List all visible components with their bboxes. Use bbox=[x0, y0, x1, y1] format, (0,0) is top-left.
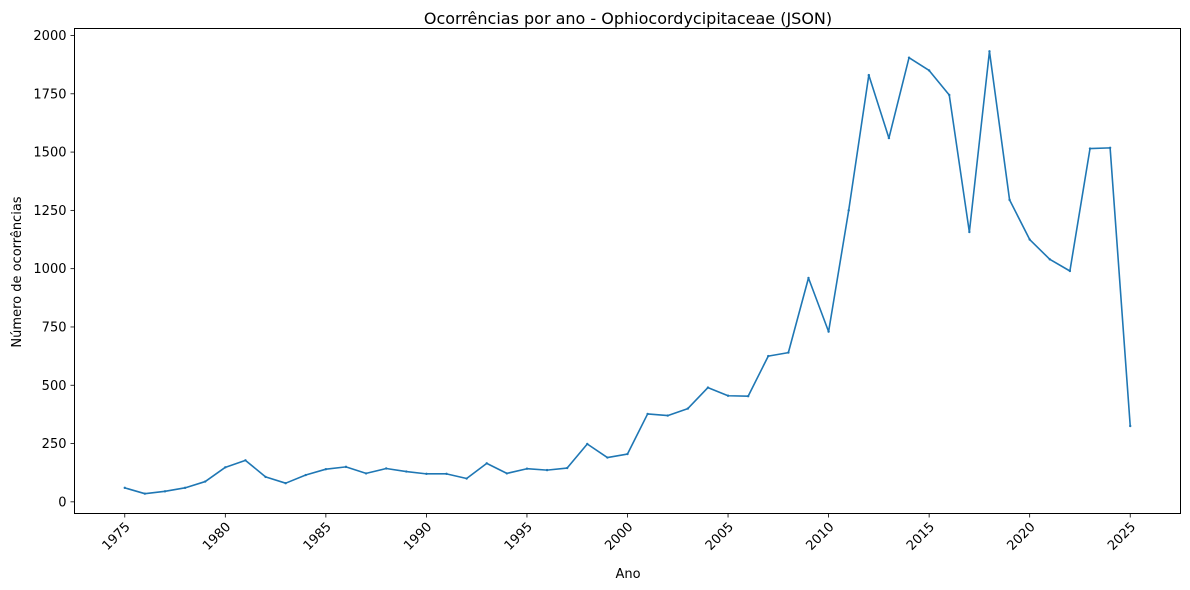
data-point-1986 bbox=[344, 465, 348, 469]
x-tick-label: 2010 bbox=[803, 520, 837, 554]
y-tick-label: 1750 bbox=[33, 87, 66, 102]
x-tick-label: 1980 bbox=[200, 520, 234, 554]
x-tick-label: 2015 bbox=[904, 520, 938, 554]
data-point-1975 bbox=[123, 486, 126, 490]
x-tick-label: 1990 bbox=[401, 520, 435, 554]
data-point-2015 bbox=[927, 69, 931, 72]
y-tick-label: 750 bbox=[42, 320, 67, 335]
x-axis: 1975 1980 1985 1990 1995 2000 2005 2010 2015 2020… bbox=[100, 513, 1139, 554]
x-tick-label: 2025 bbox=[1105, 520, 1139, 554]
y-tick-label: 1250 bbox=[33, 204, 66, 219]
data-point-1997 bbox=[565, 466, 569, 470]
data-point-1992 bbox=[465, 477, 468, 480]
data-point-2003 bbox=[686, 407, 690, 410]
y-axis: 0 250 500 750 1000 1250 1500 1750 2000 bbox=[33, 29, 75, 510]
data-point-2008 bbox=[787, 351, 790, 354]
data-point-2013 bbox=[887, 136, 891, 140]
y-tick-label: 2000 bbox=[33, 29, 66, 44]
data-point-2020 bbox=[1028, 238, 1031, 241]
data-point-1978 bbox=[183, 486, 187, 490]
x-tick-label: 1975 bbox=[100, 520, 134, 554]
x-tick-label: 1985 bbox=[301, 520, 335, 554]
data-point-1988 bbox=[384, 467, 388, 470]
data-point-1991 bbox=[445, 472, 448, 476]
plot-frame bbox=[74, 28, 1181, 514]
data-point-1998 bbox=[586, 442, 589, 446]
data-point-2018 bbox=[988, 50, 991, 53]
data-point-1979 bbox=[204, 480, 207, 483]
data-point-1983 bbox=[284, 481, 287, 485]
data-point-1989 bbox=[405, 470, 408, 473]
data-point-2010 bbox=[827, 330, 830, 333]
data-point-2019 bbox=[1008, 198, 1011, 202]
x-axis-label: Ano bbox=[615, 567, 640, 582]
data-point-2006 bbox=[746, 395, 750, 398]
data-point-2007 bbox=[767, 354, 770, 358]
x-tick-label: 2000 bbox=[602, 520, 636, 554]
data-point-2014 bbox=[907, 56, 911, 59]
data-point-1993 bbox=[485, 462, 488, 465]
y-tick-label: 250 bbox=[42, 437, 67, 452]
data-point-2009 bbox=[807, 276, 810, 280]
data-point-2005 bbox=[726, 394, 730, 397]
plot-area bbox=[123, 50, 1132, 495]
data-point-1980 bbox=[224, 466, 227, 469]
data-point-2012 bbox=[867, 73, 871, 77]
y-tick-label: 500 bbox=[42, 379, 67, 394]
data-point-2022 bbox=[1068, 269, 1072, 273]
data-point-1977 bbox=[163, 490, 167, 493]
data-point-2025 bbox=[1129, 424, 1132, 428]
data-point-2002 bbox=[666, 414, 669, 417]
x-tick-label: 1995 bbox=[502, 520, 536, 554]
y-tick-label: 1500 bbox=[33, 146, 66, 161]
data-point-1981 bbox=[244, 459, 247, 462]
y-tick-label: 0 bbox=[58, 495, 66, 510]
data-point-2021 bbox=[1048, 258, 1051, 261]
data-point-2004 bbox=[706, 386, 710, 389]
y-tick-label: 1000 bbox=[33, 262, 66, 277]
data-point-2011 bbox=[847, 209, 850, 212]
data-point-2000 bbox=[626, 452, 629, 456]
x-tick-label: 2020 bbox=[1005, 520, 1039, 554]
y-axis-label: Número de ocorrências bbox=[10, 196, 25, 347]
data-point-1976 bbox=[143, 492, 147, 495]
data-point-1994 bbox=[505, 472, 509, 475]
chart-title: Ocorrências por ano - Ophiocordycipitace… bbox=[424, 9, 832, 28]
data-point-1985 bbox=[324, 468, 328, 471]
data-point-2001 bbox=[646, 412, 649, 416]
data-point-1995 bbox=[525, 467, 529, 470]
data-point-1996 bbox=[545, 468, 549, 472]
data-point-2016 bbox=[948, 93, 951, 97]
x-tick-label: 2005 bbox=[703, 520, 737, 554]
data-point-2024 bbox=[1108, 146, 1112, 150]
data-point-1987 bbox=[364, 472, 368, 475]
data-point-1999 bbox=[606, 456, 609, 459]
series-line bbox=[124, 50, 1132, 495]
data-point-1990 bbox=[425, 472, 428, 476]
data-point-2017 bbox=[968, 230, 971, 234]
data-point-1984 bbox=[304, 473, 307, 477]
data-point-1982 bbox=[264, 475, 267, 479]
data-point-2023 bbox=[1088, 147, 1092, 150]
